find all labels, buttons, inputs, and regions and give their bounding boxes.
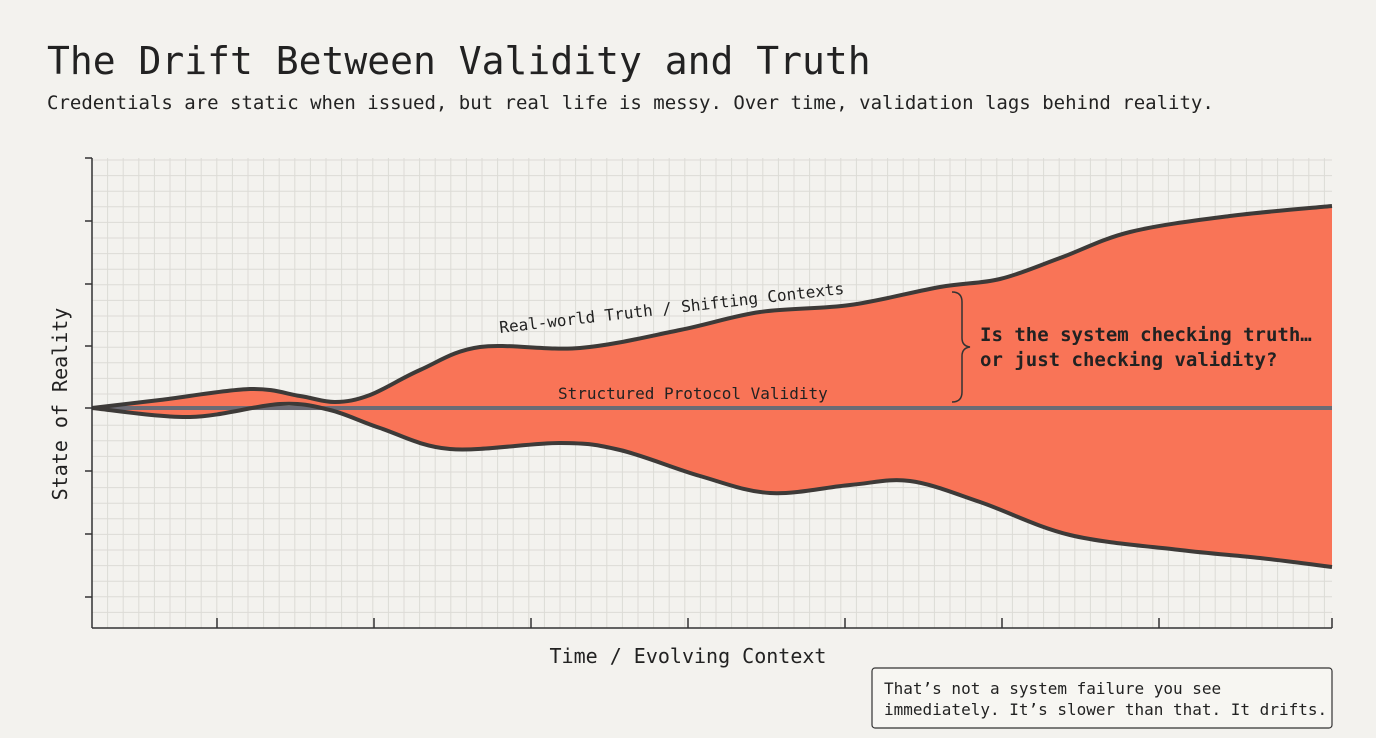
brace (951, 291, 971, 403)
title: The Drift Between Validity and Truth (47, 39, 871, 83)
axes (85, 157, 1333, 629)
truth-curve-lower (91, 401, 1333, 569)
subtitle: Credentials are static when issued, but … (47, 92, 1214, 114)
note-box (871, 667, 1333, 729)
truth-curve (91, 204, 1333, 410)
y-axis-label: State of Reality (48, 308, 72, 501)
callout-line: or just checking validity? (980, 349, 1277, 371)
callout-line: Is the system checking truth… (980, 324, 1312, 346)
note-line: immediately. It’s slower than that. It d… (884, 700, 1327, 719)
drift-band (92, 206, 1332, 567)
note-line: That’s not a system failure you see (884, 679, 1221, 698)
x-axis-label: Time / Evolving Context (550, 644, 827, 668)
baseline-label: Structured Protocol Validity (558, 384, 828, 403)
